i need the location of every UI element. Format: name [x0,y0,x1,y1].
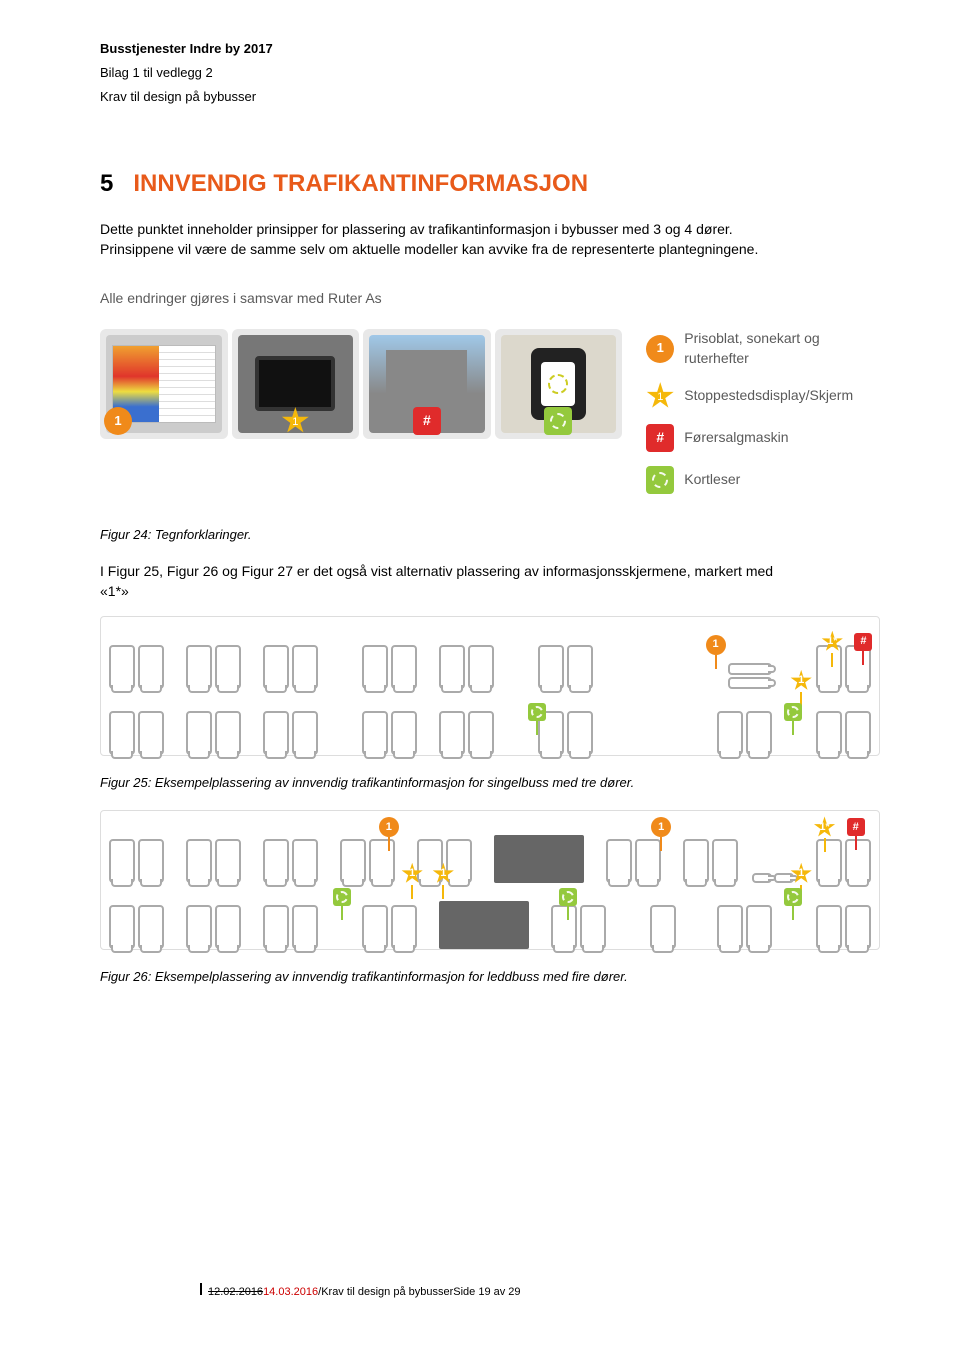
legend-label: Stoppestedsdisplay/Skjerm [684,386,853,406]
legend-label: Kortleser [684,470,740,490]
marker-orange-icon: 1 [651,817,671,837]
body-paragraph-2: I Figur 25, Figur 26 og Figur 27 er det … [100,562,800,601]
footer-date-old: 12.02.2016 [208,1285,263,1300]
badge-orange-icon: 1 [104,407,132,435]
marker-star-icon: 1* [821,631,843,653]
marker-star-icon: 1 [790,670,812,692]
marker-star-icon: 1 [432,863,454,885]
footer-date-new: 14.03.2016 [263,1285,318,1300]
marker-red-icon: # [847,818,865,836]
legend-item-1: 1 Prisoblat, sonekart og ruterhefter [646,329,880,368]
figure-26-caption: Figur 26: Eksempelplassering av innvendi… [100,968,880,986]
badge-red-icon: # [646,424,674,452]
badge-red-icon: # [413,407,441,435]
figure-24-caption: Figur 24: Tegnforklaringer. [100,526,880,544]
footer-text: Krav til design på bybusserSide 19 av 29 [321,1285,520,1300]
body-paragraph-gray: Alle endringer gjøres i samsvar med Rute… [100,289,880,309]
figure-25-caption: Figur 25: Eksempelplassering av innvendi… [100,774,880,792]
marker-star-icon: 1 [790,863,812,885]
figure-24-legend: 1 1 # 1 Prisoblat, sonekart og ruterheft… [100,329,880,508]
marker-red-icon: # [854,633,872,651]
figure-26-diagram: 11111*#1 [100,810,880,950]
legend-item-3: # Førersalgmaskin [646,424,880,452]
page-footer: 12.02.201614.03.2016 / Krav til design p… [200,1283,521,1300]
legend-label: Prisoblat, sonekart og ruterhefter [684,329,880,368]
badge-star-icon: 1 [646,382,674,410]
section-number: 5 [100,167,113,201]
legend-label: Førersalgmaskin [684,428,788,448]
legend-thumb-display: 1 [232,329,360,439]
badge-green-icon [646,466,674,494]
legend-thumb-forersalg: # [363,329,491,439]
doc-header-line-2: Bilag 1 til vedlegg 2 [100,64,880,82]
marker-green-icon [528,703,546,721]
marker-green-icon [784,703,802,721]
section-heading: 5 INNVENDIG TRAFIKANTINFORMASJON [100,167,880,201]
doc-header-line-1: Busstjenester Indre by 2017 [100,40,880,58]
figure-25-diagram: 1 1* #1 [100,616,880,756]
marker-orange-icon: 1 [706,635,726,655]
marker-star-icon: 1* [814,816,836,838]
legend-thumb-prisoblat: 1 [100,329,228,439]
legend-item-2: 1 Stoppestedsdisplay/Skjerm [646,382,880,410]
legend-thumb-kortleser [495,329,623,439]
marker-green-icon [559,888,577,906]
body-paragraph-1: Dette punktet inneholder prinsipper for … [100,220,800,259]
marker-green-icon [333,888,351,906]
badge-green-icon [544,407,572,435]
marker-green-icon [784,888,802,906]
marker-orange-icon: 1 [379,817,399,837]
section-title: INNVENDIG TRAFIKANTINFORMASJON [133,167,588,201]
badge-orange-icon: 1 [646,335,674,363]
marker-star-icon: 1 [401,863,423,885]
legend-item-4: Kortleser [646,466,880,494]
legend-list: 1 Prisoblat, sonekart og ruterhefter 1 S… [646,329,880,508]
doc-header-line-3: Krav til design på bybusser [100,88,880,106]
